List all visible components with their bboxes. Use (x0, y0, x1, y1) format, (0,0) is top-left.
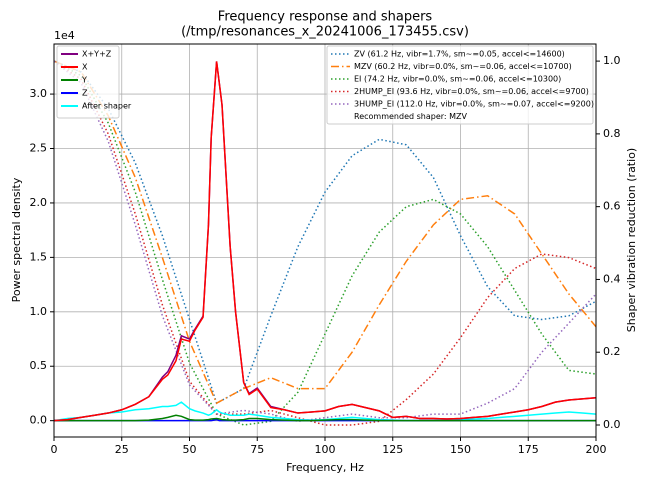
y2-tick-label: 0.8 (603, 127, 621, 140)
legend-label: 2HUMP_EI (93.6 Hz, vibr=0.0%, sm~=0.06, … (354, 87, 589, 96)
chart-subtitle: (/tmp/resonances_x_20241006_173455.csv) (181, 25, 469, 40)
x-tick-label: 150 (450, 443, 471, 456)
y-tick-label: 1.5 (30, 250, 48, 263)
legend-label: Recommended shaper: MZV (354, 112, 468, 121)
y-offset-label: 1e4 (54, 29, 75, 42)
y2-tick-label: 0.0 (603, 418, 621, 431)
y-axis-label: Power spectral density (10, 177, 23, 302)
y-tick-label: 2.0 (30, 196, 48, 209)
chart-title: Frequency response and shapers (218, 10, 433, 25)
x-tick-label: 175 (518, 443, 539, 456)
legend-label: EI (74.2 Hz, vibr=0.0%, sm~=0.06, accel<… (354, 75, 561, 84)
legend-label: MZV (60.2 Hz, vibr=0.0%, sm~=0.06, accel… (354, 62, 572, 71)
legend-box (56, 45, 120, 119)
y-tick-label: 0.5 (30, 359, 48, 372)
legend-label: 3HUMP_EI (112.0 Hz, vibr=0.0%, sm~=0.07,… (354, 100, 594, 109)
y2-tick-label: 1.0 (603, 54, 621, 67)
y-tick-label: 1.0 (30, 305, 48, 318)
legend-label: After shaper (82, 102, 132, 111)
plot-frame (53, 43, 597, 438)
legend-label: Z (82, 89, 88, 98)
legend-label: X (82, 63, 88, 72)
y2-tick-label: 0.4 (603, 272, 621, 285)
legend-label: ZV (61.2 Hz, vibr=1.7%, sm~=0.05, accel<… (354, 50, 565, 59)
x-tick-label: 50 (183, 443, 197, 456)
shaper-line (54, 60, 596, 405)
shaper-line (54, 60, 596, 426)
x-tick-label: 125 (382, 443, 403, 456)
psd-line (54, 401, 596, 422)
y2-axis-label: Shaper vibration reduction (ratio) (625, 148, 638, 332)
x-tick-label: 25 (115, 443, 129, 456)
y2-tick-label: 0.6 (603, 200, 621, 213)
psd-line (54, 414, 596, 422)
legend-label: Y (81, 76, 87, 85)
x-tick-label: 100 (315, 443, 336, 456)
shaper-line (54, 60, 596, 405)
y-tick-label: 2.5 (30, 142, 48, 155)
y-tick-label: 0.0 (30, 414, 48, 427)
legend-box (326, 45, 594, 125)
psd-line (54, 61, 596, 422)
y2-tick-label: 0.2 (603, 345, 621, 358)
x-axis-label: Frequency, Hz (286, 461, 364, 474)
x-tick-label: 0 (51, 443, 58, 456)
legend-label: X+Y+Z (82, 50, 112, 59)
x-tick-label: 200 (586, 443, 607, 456)
y-tick-label: 3.0 (30, 87, 48, 100)
x-tick-label: 75 (250, 443, 264, 456)
